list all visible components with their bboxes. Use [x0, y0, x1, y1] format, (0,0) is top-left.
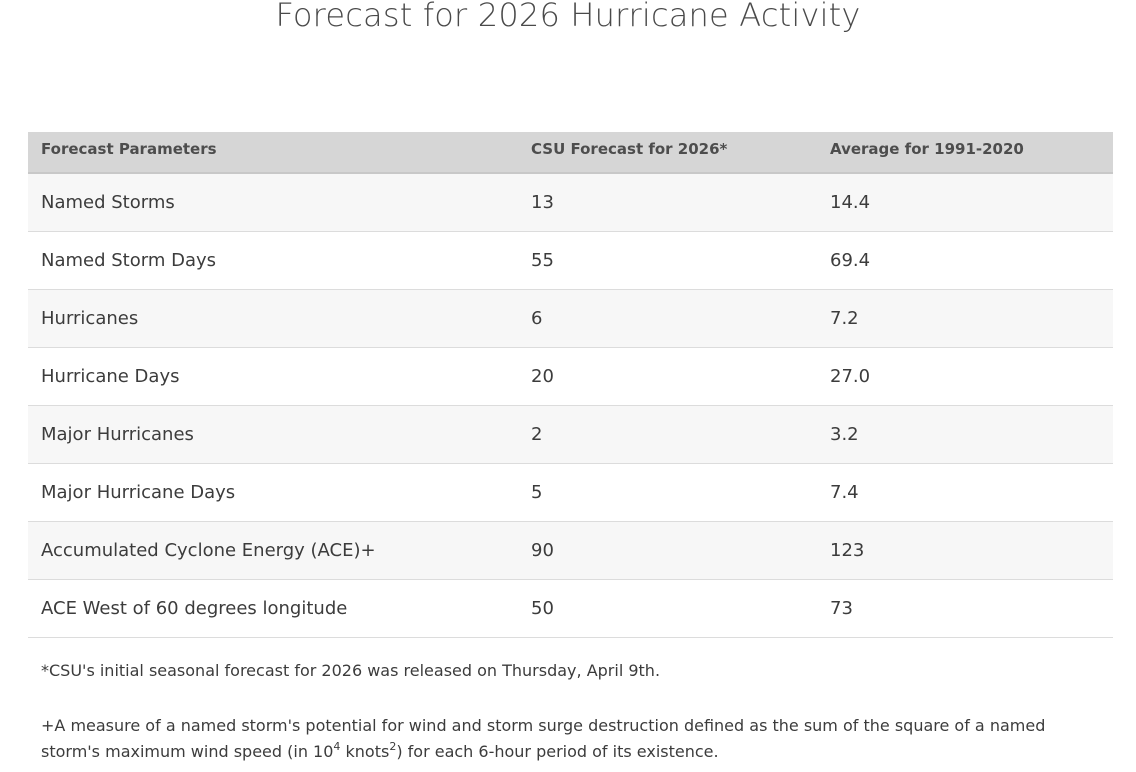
table-row: Hurricanes 6 7.2	[28, 289, 1113, 348]
ace-exponent-2: 2	[389, 740, 397, 753]
release-footnote: *CSU's initial seasonal forecast for 202…	[41, 661, 661, 680]
header-forecast-parameters: Forecast Parameters	[28, 132, 518, 174]
ace-definition-footnote: +A measure of a named storm's potential …	[41, 713, 1081, 765]
parameter-cell: Hurricane Days	[28, 347, 518, 406]
parameter-cell: Named Storm Days	[28, 231, 518, 290]
table-header: Forecast Parameters CSU Forecast for 202…	[28, 132, 1113, 174]
average-cell: 123	[817, 521, 1113, 580]
table-row: Named Storms 13 14.4	[28, 173, 1113, 232]
average-cell: 7.2	[817, 289, 1113, 348]
average-cell: 7.4	[817, 463, 1113, 522]
forecast-cell: 6	[518, 289, 817, 348]
average-cell: 73	[817, 579, 1113, 638]
forecast-cell: 5	[518, 463, 817, 522]
parameter-cell: Major Hurricanes	[28, 405, 518, 464]
forecast-table: Forecast Parameters CSU Forecast for 202…	[28, 132, 1113, 638]
table-header-row: Forecast Parameters CSU Forecast for 202…	[28, 132, 1113, 174]
forecast-cell: 20	[518, 347, 817, 406]
average-cell: 27.0	[817, 347, 1113, 406]
ace-definition-unit: knots	[340, 742, 390, 761]
parameter-cell: Accumulated Cyclone Energy (ACE)+	[28, 521, 518, 580]
forecast-cell: 50	[518, 579, 817, 638]
table-row: Major Hurricanes 2 3.2	[28, 405, 1113, 464]
table-row: Hurricane Days 20 27.0	[28, 347, 1113, 406]
parameter-cell: Hurricanes	[28, 289, 518, 348]
ace-definition-text-start: +A measure of a named storm's potential …	[41, 716, 1046, 761]
parameter-cell: Named Storms	[28, 173, 518, 232]
table-row: Accumulated Cyclone Energy (ACE)+ 90 123	[28, 521, 1113, 580]
header-csu-forecast: CSU Forecast for 2026*	[518, 132, 817, 174]
forecast-cell: 90	[518, 521, 817, 580]
average-cell: 69.4	[817, 231, 1113, 290]
forecast-cell: 13	[518, 173, 817, 232]
forecast-cell: 55	[518, 231, 817, 290]
table-row: Major Hurricane Days 5 7.4	[28, 463, 1113, 522]
table-row: ACE West of 60 degrees longitude 50 73	[28, 579, 1113, 638]
page-title: Forecast for 2026 Hurricane Activity	[275, 0, 861, 34]
parameter-cell: Major Hurricane Days	[28, 463, 518, 522]
ace-definition-text-end: ) for each 6-hour period of its existenc…	[396, 742, 719, 761]
parameter-cell: ACE West of 60 degrees longitude	[28, 579, 518, 638]
table-body: Named Storms 13 14.4 Named Storm Days 55…	[28, 173, 1113, 638]
ace-exponent-4: 4	[333, 740, 341, 753]
table-row: Named Storm Days 55 69.4	[28, 231, 1113, 290]
average-cell: 14.4	[817, 173, 1113, 232]
average-cell: 3.2	[817, 405, 1113, 464]
header-average: Average for 1991-2020	[817, 132, 1113, 174]
forecast-cell: 2	[518, 405, 817, 464]
